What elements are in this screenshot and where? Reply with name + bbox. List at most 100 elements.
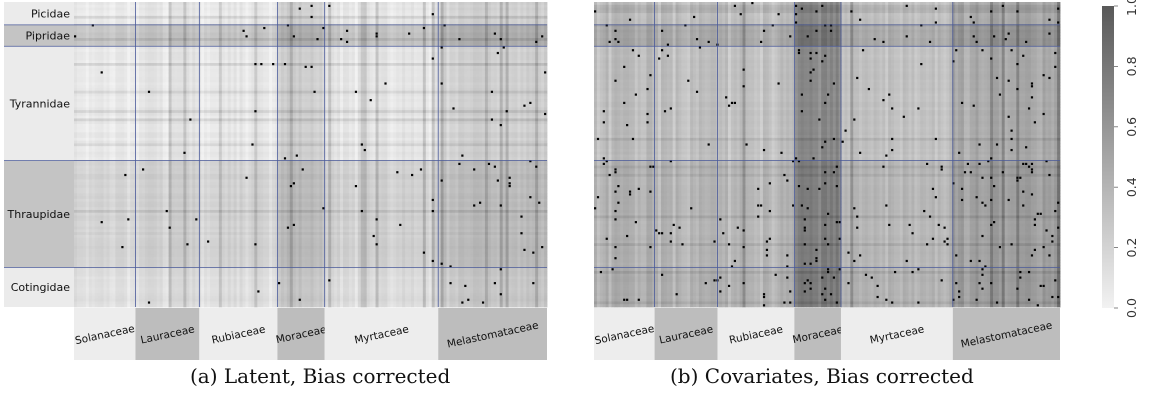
heatmap-cell <box>292 76 297 81</box>
heatmap-cell <box>79 60 84 64</box>
heatmap-cell <box>541 26 545 31</box>
heatmap-cell <box>112 51 116 56</box>
heatmap-cell <box>295 40 300 44</box>
heatmap-cell <box>366 46 371 50</box>
heatmap-cell <box>455 79 459 83</box>
heatmap-cell <box>171 7 175 11</box>
heatmap-cell <box>390 74 394 78</box>
heatmap-cell <box>316 54 320 58</box>
heatmap-cell <box>384 4 388 8</box>
heatmap-cell <box>511 63 515 67</box>
heatmap-cell <box>458 46 462 50</box>
heatmap-cell <box>375 2 379 6</box>
heatmap-cell <box>529 29 533 33</box>
heatmap-cell <box>144 18 149 22</box>
heatmap-cell <box>88 51 93 56</box>
heatmap-cell <box>351 46 356 50</box>
heatmap-cell <box>207 76 211 81</box>
heatmap-cell <box>443 82 447 86</box>
heatmap-cell <box>446 76 450 81</box>
heatmap-cell <box>97 85 102 89</box>
heatmap-cell <box>393 65 397 69</box>
heatmap-cell <box>230 24 235 28</box>
heatmap-cell <box>248 49 252 53</box>
heatmap-cell <box>366 10 371 14</box>
heatmap-cell <box>159 32 164 36</box>
heatmap-cell <box>464 29 468 33</box>
heatmap-cell <box>366 68 371 72</box>
heatmap-cell <box>301 71 305 75</box>
heatmap-cell <box>390 46 394 50</box>
heatmap-cell <box>413 35 418 39</box>
heatmap-cell <box>322 79 326 83</box>
heatmap-cell <box>538 46 542 50</box>
heatmap-cell <box>204 7 208 11</box>
heatmap-cell <box>207 4 211 8</box>
heatmap-cell <box>535 63 539 67</box>
heatmap-cell <box>88 4 93 8</box>
heatmap-cell <box>242 35 246 39</box>
heatmap-cell <box>94 65 99 69</box>
heatmap-cell <box>408 15 412 20</box>
heatmap-cell <box>431 71 436 75</box>
heatmap-cell <box>434 15 439 20</box>
heatmap-cell <box>413 54 418 58</box>
heatmap-cell <box>94 57 99 61</box>
heatmap-cell <box>384 60 388 64</box>
heatmap-cell <box>434 43 439 47</box>
heatmap-cell <box>207 68 211 72</box>
heatmap-cell <box>230 51 235 56</box>
heatmap-cell <box>177 54 181 58</box>
heatmap-cell <box>127 74 131 78</box>
heatmap-cell <box>446 32 450 36</box>
heatmap-cell <box>343 54 347 58</box>
heatmap-cell <box>390 13 394 17</box>
heatmap-cell <box>529 18 533 22</box>
heatmap-cell <box>292 79 297 83</box>
heatmap-cell <box>425 79 430 83</box>
heatmap-cell <box>431 79 436 83</box>
heatmap-cell <box>106 46 110 50</box>
heatmap-cell <box>337 13 341 17</box>
heatmap-cell <box>313 15 317 20</box>
heatmap-cell <box>413 15 418 20</box>
heatmap-cell <box>484 4 489 8</box>
heatmap-cell <box>467 32 471 36</box>
heatmap-cell <box>242 4 246 8</box>
heatmap-cell <box>248 32 252 36</box>
heatmap-cell <box>289 49 294 53</box>
heatmap-cell <box>82 57 87 61</box>
heatmap-cell <box>464 68 468 72</box>
heatmap-cell <box>118 63 122 67</box>
heatmap-cell <box>481 85 486 89</box>
heatmap-cell <box>192 51 196 56</box>
heatmap-cell <box>366 74 371 78</box>
heatmap-cell <box>508 26 512 31</box>
heatmap-cell <box>201 71 205 75</box>
heatmap-cell <box>192 40 196 44</box>
heatmap-cell <box>529 24 533 28</box>
heatmap-cell <box>266 35 270 39</box>
heatmap-cell <box>319 18 323 22</box>
heatmap-cell <box>195 40 199 44</box>
heatmap-cell <box>387 57 391 61</box>
heatmap-cell <box>153 13 158 17</box>
heatmap-cell <box>298 15 303 20</box>
heatmap-cell <box>159 2 164 6</box>
heatmap-cell <box>461 71 465 75</box>
heatmap-cell <box>230 40 235 44</box>
heatmap-cell <box>171 13 175 17</box>
heatmap-cell <box>286 71 291 75</box>
heatmap-cell <box>207 63 211 67</box>
heatmap-cell <box>405 24 409 28</box>
heatmap-cell <box>133 24 137 28</box>
heatmap-cell <box>221 40 226 44</box>
heatmap-cell <box>269 29 273 33</box>
heatmap-cell <box>461 38 465 42</box>
heatmap-cell <box>479 32 483 36</box>
heatmap-cell <box>289 43 294 47</box>
heatmap-cell <box>396 4 400 8</box>
heatmap-cell <box>100 87 104 92</box>
heatmap-cell <box>277 18 282 22</box>
heatmap-cell <box>354 21 359 25</box>
